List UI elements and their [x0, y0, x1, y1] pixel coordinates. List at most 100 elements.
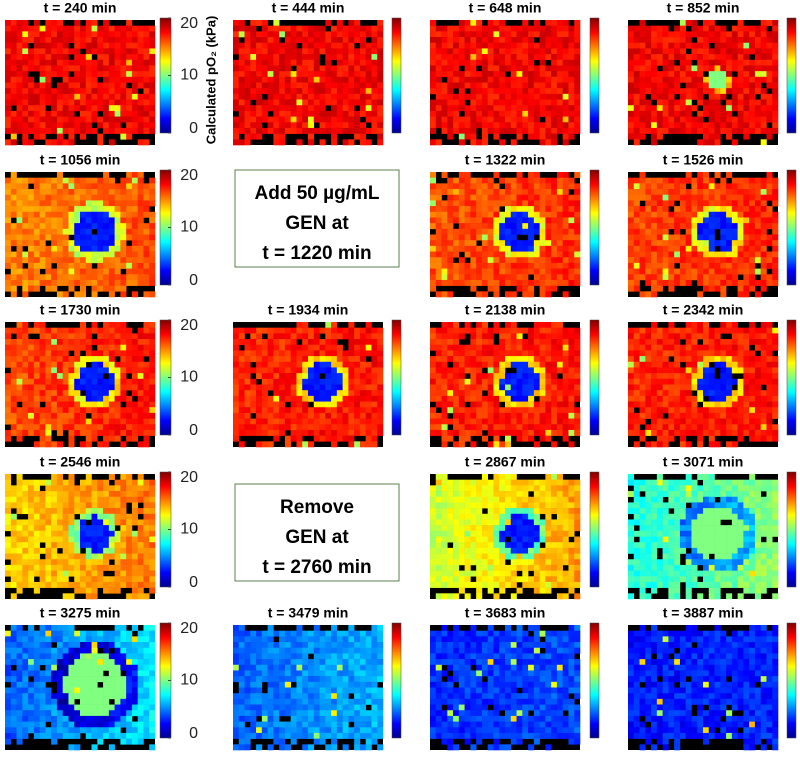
heatmap-cell [68, 280, 74, 286]
heatmap-cell [568, 390, 574, 396]
heatmap-cell [115, 48, 121, 54]
heatmap-cell [74, 183, 80, 189]
heatmap-cell [528, 83, 534, 89]
heatmap-cell [331, 31, 337, 37]
heatmap-cell [86, 117, 92, 123]
heatmap-cell [296, 111, 302, 117]
heatmap-cell [534, 100, 540, 106]
heatmap-cell [574, 54, 580, 60]
heatmap-cell [511, 280, 517, 286]
heatmap-cell [528, 189, 534, 195]
heatmap-cell [22, 31, 28, 37]
heatmap-cell [273, 407, 279, 413]
heatmap-cell [11, 134, 17, 140]
heatmap-cell [132, 54, 138, 60]
heatmap-cell [668, 37, 674, 43]
heatmap-cell [126, 246, 132, 252]
heatmap-cell [256, 134, 262, 140]
heatmap-cell [755, 128, 761, 134]
heatmap-cell [528, 286, 534, 292]
heatmap-cell [697, 240, 703, 246]
heatmap-cell [482, 333, 488, 339]
heatmap-cell [80, 223, 86, 229]
heatmap-cell [755, 280, 761, 286]
heatmap-cell [743, 31, 749, 37]
heatmap-cell [551, 322, 557, 328]
heatmap-cell [126, 362, 132, 368]
heatmap-cell [772, 20, 778, 26]
heatmap-cell [143, 77, 149, 83]
heatmap-cell [697, 269, 703, 275]
heatmap-cell [285, 117, 291, 123]
heatmap-cell [57, 430, 63, 436]
heatmap-cell [761, 37, 767, 43]
heatmap-cell [499, 88, 505, 94]
heatmap-cell [51, 407, 57, 413]
heatmap-cell [51, 373, 57, 379]
heatmap-cell [715, 128, 721, 134]
heatmap-cell [103, 65, 109, 71]
heatmap-cell [11, 286, 17, 292]
heatmap-cell [493, 379, 499, 385]
heatmap-cell [126, 20, 132, 26]
heatmap-cell [453, 189, 459, 195]
heatmap-cell [273, 26, 279, 32]
heatmap-cell [149, 419, 155, 425]
heatmap-cell [628, 235, 634, 241]
heatmap-cell [109, 345, 115, 351]
heatmap-cell [74, 385, 80, 391]
heatmap-cell [640, 94, 646, 100]
heatmap-cell [262, 43, 268, 49]
heatmap-cell [57, 31, 63, 37]
heatmap-cell [720, 235, 726, 241]
heatmap-cell [628, 105, 634, 111]
heatmap-cell [528, 269, 534, 275]
heatmap-cell [51, 280, 57, 286]
heatmap-cell [262, 419, 268, 425]
heatmap-cell [540, 26, 546, 32]
heatmap-cell [568, 280, 574, 286]
heatmap-cell [563, 77, 569, 83]
heatmap-cell [511, 350, 517, 356]
heatmap-cell [697, 60, 703, 66]
heatmap-cell [488, 88, 494, 94]
heatmap-cell [343, 419, 349, 425]
heatmap-cell [634, 189, 640, 195]
heatmap-cell [302, 31, 308, 37]
heatmap-cell [551, 111, 557, 117]
heatmap-cell [256, 385, 262, 391]
heatmap-cell [233, 77, 239, 83]
heatmap-cell [522, 286, 528, 292]
heatmap-cell [92, 436, 98, 442]
heatmap-cell [51, 390, 57, 396]
colorbar-tick-label: 10 [180, 369, 198, 386]
heatmap-cell [103, 26, 109, 32]
heatmap-cell [120, 77, 126, 83]
heatmap-cell [92, 26, 98, 32]
heatmap-cell [149, 390, 155, 396]
heatmap-cell [568, 178, 574, 184]
heatmap-cell [103, 223, 109, 229]
heatmap-cell [239, 413, 245, 419]
heatmap-cell [360, 71, 366, 77]
heatmap-cell [337, 71, 343, 77]
heatmap-cell [149, 48, 155, 54]
heatmap-cell [63, 257, 69, 263]
heatmap-cell [245, 105, 251, 111]
heatmap-cell [245, 71, 251, 77]
heatmap-cell [233, 419, 239, 425]
heatmap-cell [325, 328, 331, 334]
heatmap-cell [540, 291, 546, 297]
heatmap-cell [343, 37, 349, 43]
heatmap-cell [337, 436, 343, 442]
heatmap-cell [540, 367, 546, 373]
heatmap-cell [651, 235, 657, 241]
heatmap-cell [45, 83, 51, 89]
heatmap-cell [138, 229, 144, 235]
heatmap-cell [634, 48, 640, 54]
heatmap-cell [5, 54, 11, 60]
heatmap-cell [488, 48, 494, 54]
heatmap-cell [447, 333, 453, 339]
heatmap-cell [436, 373, 442, 379]
heatmap-cell [86, 350, 92, 356]
